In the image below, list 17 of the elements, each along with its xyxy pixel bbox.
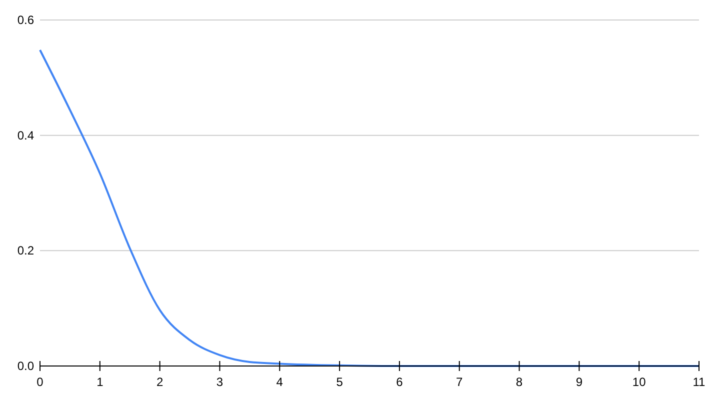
y-tick-label: 0.4	[17, 128, 34, 142]
x-tick-label: 8	[516, 375, 523, 389]
x-tick-label: 11	[692, 375, 706, 389]
x-tick-label: 1	[96, 375, 104, 389]
x-tick-label: 6	[396, 375, 404, 389]
x-tick-label: 4	[276, 375, 284, 389]
x-tick-label: 3	[216, 375, 224, 389]
x-tick-label: 0	[36, 375, 44, 389]
y-tick-label: 0.0	[17, 359, 34, 373]
y-tick-label: 0.6	[17, 13, 34, 27]
x-tick-label: 10	[632, 375, 646, 389]
x-tick-label: 9	[576, 375, 583, 389]
x-tick-label: 2	[156, 375, 164, 389]
line-series	[39, 48, 700, 367]
x-tick-label: 7	[456, 375, 464, 389]
y-tick-label: 0.2	[17, 244, 34, 258]
x-tick-label: 5	[336, 375, 344, 389]
